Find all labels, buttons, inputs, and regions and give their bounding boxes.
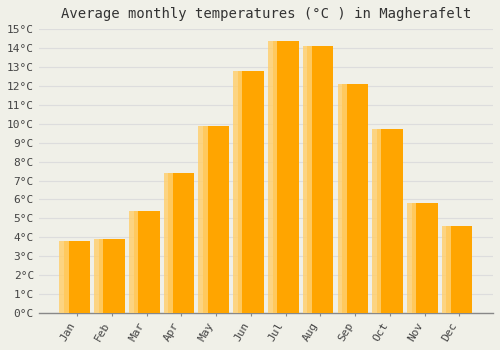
Bar <box>64 241 90 313</box>
Bar <box>303 46 312 313</box>
Bar <box>377 130 403 313</box>
Bar <box>168 173 194 313</box>
Bar <box>268 41 277 313</box>
Bar <box>233 71 242 313</box>
Bar <box>198 126 207 313</box>
Bar <box>308 46 334 313</box>
Bar <box>412 203 438 313</box>
Bar <box>446 226 472 313</box>
Bar <box>238 71 264 313</box>
Bar <box>407 203 416 313</box>
Bar <box>94 239 104 313</box>
Bar <box>372 130 382 313</box>
Bar <box>60 241 68 313</box>
Bar <box>272 41 298 313</box>
Bar <box>442 226 451 313</box>
Bar <box>129 211 138 313</box>
Bar <box>164 173 173 313</box>
Bar <box>342 84 368 313</box>
Bar <box>338 84 346 313</box>
Bar <box>99 239 125 313</box>
Bar <box>134 211 160 313</box>
Bar <box>203 126 229 313</box>
Title: Average monthly temperatures (°C ) in Magherafelt: Average monthly temperatures (°C ) in Ma… <box>60 7 471 21</box>
